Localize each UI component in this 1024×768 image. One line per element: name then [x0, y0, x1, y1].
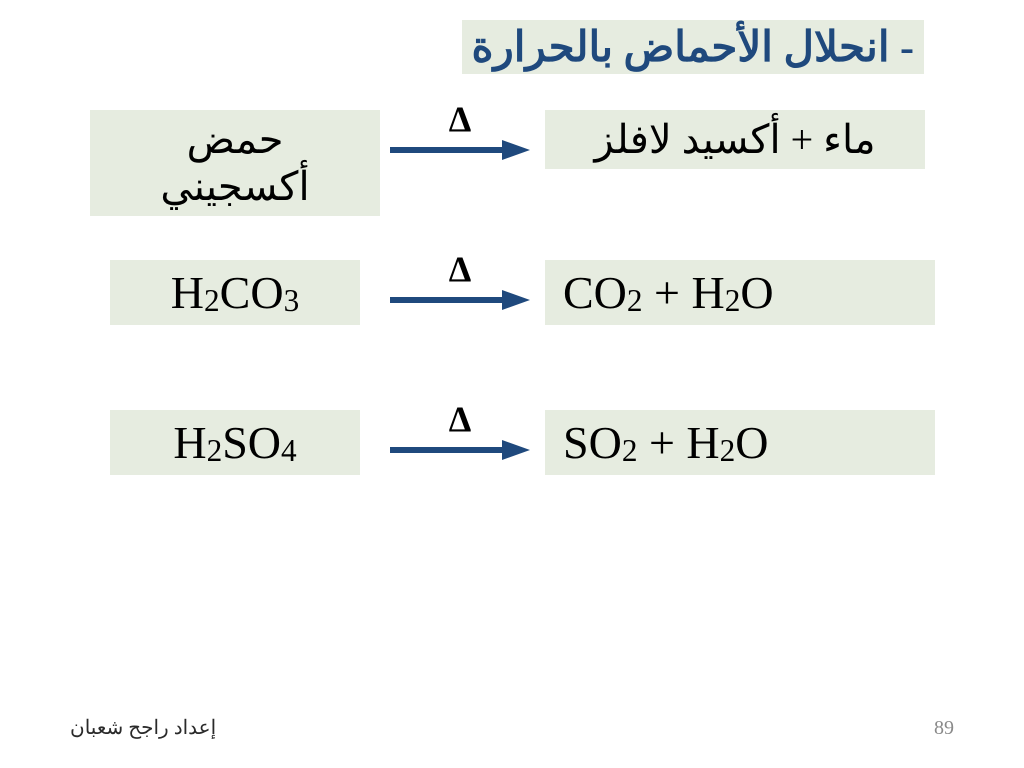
delta-icon: Δ — [449, 248, 472, 290]
chem-so: SO — [563, 417, 622, 468]
chem-sub: 2 — [627, 283, 643, 318]
plus-sign: + — [637, 417, 686, 468]
chem-h: H — [173, 417, 206, 468]
footer-page-number: 89 — [934, 717, 954, 740]
chem-o: O — [735, 417, 768, 468]
chem-sub: 3 — [284, 283, 300, 318]
equation-row-2: H2CO3 Δ CO2 + H2O — [0, 260, 1024, 340]
chem-sub: 4 — [281, 433, 297, 468]
chem-h: H — [692, 267, 725, 318]
chem-co: CO — [563, 267, 627, 318]
arrow-1: Δ — [390, 120, 530, 180]
reactant-box-2: H2CO3 — [110, 260, 360, 325]
delta-icon: Δ — [449, 98, 472, 140]
equation-row-3: H2SO4 Δ SO2 + H2O — [0, 410, 1024, 490]
chem-sub: 2 — [725, 283, 741, 318]
product-box-3: SO2 + H2O — [545, 410, 935, 475]
chem-so: SO — [222, 417, 281, 468]
chem-o: O — [740, 267, 773, 318]
arrow-icon — [390, 288, 530, 318]
product-box-1: ماء + أكسيد لافلز — [545, 110, 925, 169]
footer-credit: إعداد راجح شعبان — [70, 715, 216, 740]
delta-icon: Δ — [449, 398, 472, 440]
arrow-2: Δ — [390, 270, 530, 330]
chem-sub: 2 — [622, 433, 638, 468]
product-box-2: CO2 + H2O — [545, 260, 935, 325]
chem-sub: 2 — [204, 283, 220, 318]
arrow-icon — [390, 438, 530, 468]
slide-title: - انحلال الأحماض بالحرارة — [462, 20, 925, 74]
reactant-box-1: حمض أكسجيني — [90, 110, 380, 216]
plus-sign: + — [643, 267, 692, 318]
slide: - انحلال الأحماض بالحرارة حمض أكسجيني Δ … — [0, 0, 1024, 768]
chem-co: CO — [220, 267, 284, 318]
arrow-icon — [390, 138, 530, 168]
equation-row-1: حمض أكسجيني Δ ماء + أكسيد لافلز — [0, 110, 1024, 190]
arrow-3: Δ — [390, 420, 530, 480]
reactant-box-3: H2SO4 — [110, 410, 360, 475]
chem-h: H — [686, 417, 719, 468]
chem-sub: 2 — [207, 433, 223, 468]
chem-sub: 2 — [720, 433, 736, 468]
chem-h: H — [171, 267, 204, 318]
